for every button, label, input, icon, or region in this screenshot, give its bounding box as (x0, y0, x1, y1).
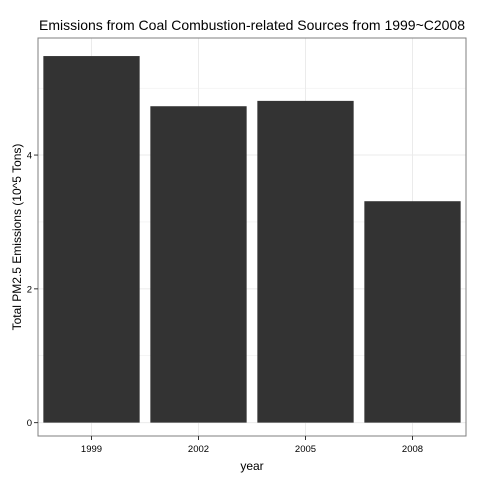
panel-border (37, 37, 467, 437)
y-axis-ticks: 0 2 4 (27, 151, 38, 429)
chart-title: Emissions from Coal Combustion-related S… (39, 17, 465, 33)
y-axis-label: Total PM2.5 Emissions (10^5 Tons) (10, 144, 24, 331)
bar-2005 (257, 100, 354, 423)
bar-2008 (364, 201, 461, 423)
x-axis-ticks: 1999 2002 2005 2008 (81, 436, 423, 455)
y-tick-label: 4 (27, 151, 32, 162)
x-tick-label-2008: 2008 (402, 444, 423, 455)
x-tick-label-2002: 2002 (188, 444, 209, 455)
y-tick-label: 0 (27, 418, 32, 429)
bars (43, 56, 461, 423)
x-tick-label-1999: 1999 (81, 444, 102, 455)
x-axis-label: year (240, 459, 263, 473)
x-tick-label-2005: 2005 (295, 444, 316, 455)
bar-2002 (150, 106, 247, 423)
bar-1999 (43, 56, 140, 423)
y-tick-label: 2 (27, 284, 32, 295)
